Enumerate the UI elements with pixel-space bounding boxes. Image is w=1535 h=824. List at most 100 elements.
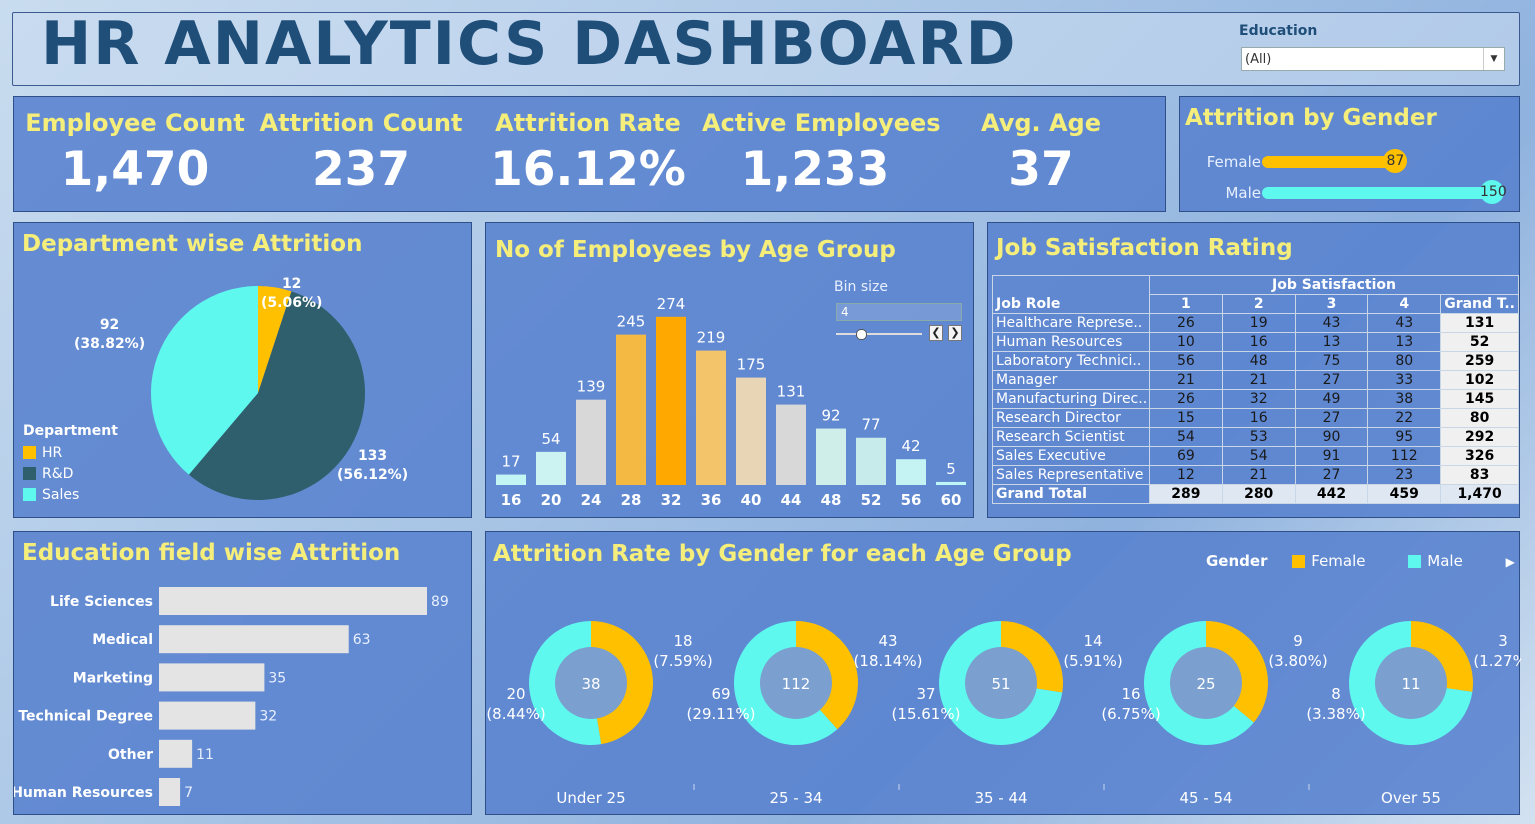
table-cell: 49 xyxy=(1294,389,1369,409)
education-category-label: Technical Degree xyxy=(18,709,153,725)
legend-item-rd[interactable]: R&D xyxy=(23,464,118,485)
chevron-down-icon[interactable]: ▼ xyxy=(1483,48,1504,70)
table-cell-total: 326 xyxy=(1440,446,1519,466)
kpi-label: Attrition Rate xyxy=(495,109,681,137)
legend-item-hr[interactable]: HR xyxy=(23,443,118,464)
table-row: Research Director 15 16 27 22 80 xyxy=(992,408,1519,428)
education-category-label: Medical xyxy=(92,632,153,648)
age-bar[interactable] xyxy=(656,316,686,485)
job-satisfaction-table: Job Satisfaction Job Role 1 2 3 4 Grand … xyxy=(992,275,1519,504)
gender-legend: Gender Female Male ▶ xyxy=(1206,552,1515,570)
gender-bar-female[interactable] xyxy=(1262,156,1396,168)
table-header: 3 xyxy=(1294,294,1369,314)
age-bar[interactable] xyxy=(736,377,766,485)
age-group-axis-label: Under 25 xyxy=(556,789,625,807)
gender-age-panel: Attrition Rate by Gender for each Age Gr… xyxy=(485,531,1521,815)
table-cell: 16 xyxy=(1221,408,1296,428)
bin-size-input[interactable]: 4 xyxy=(836,303,962,321)
table-cell: 43 xyxy=(1294,313,1369,333)
education-bar-value-label: 7 xyxy=(184,785,193,801)
education-bar[interactable] xyxy=(159,625,349,654)
education-bar[interactable] xyxy=(159,663,265,692)
table-cell: 26 xyxy=(1149,389,1223,409)
age-bar[interactable] xyxy=(936,481,966,485)
age-group-bar-chart: 1716542013924245282743221936175401314492… xyxy=(496,295,966,509)
age-tick-label: 32 xyxy=(661,491,682,509)
gender-row-female: Female 87 xyxy=(1180,149,1521,173)
kpi-label: Attrition Count xyxy=(259,109,463,137)
table-cell-total: 80 xyxy=(1440,408,1519,428)
education-filter-dropdown[interactable]: (All) ▼ xyxy=(1241,47,1505,71)
donut-male-count: 20 xyxy=(506,685,525,703)
table-header: 1 xyxy=(1149,294,1223,314)
legend-swatch xyxy=(23,467,36,480)
pie-label-pct: (38.82%) xyxy=(74,336,146,352)
table-cell: 459 xyxy=(1367,484,1442,504)
age-bar[interactable] xyxy=(536,451,566,485)
age-bar[interactable] xyxy=(856,437,886,485)
slider-track xyxy=(836,333,922,335)
gender-bar-male[interactable] xyxy=(1262,187,1492,199)
table-cell: 23 xyxy=(1367,465,1442,485)
legend-next-button[interactable]: ▶ xyxy=(1505,555,1515,569)
age-bar[interactable] xyxy=(896,459,926,485)
age-tick-label: 36 xyxy=(701,491,722,509)
age-bar[interactable] xyxy=(576,399,606,485)
dashboard-title: HR ANALYTICS DASHBOARD xyxy=(41,9,1018,79)
gender-value-male: 150 xyxy=(1480,180,1507,204)
donut-hole xyxy=(760,647,832,719)
age-bar-value-label: 274 xyxy=(657,295,686,313)
bin-next-button[interactable]: ❯ xyxy=(948,325,962,341)
education-bar[interactable] xyxy=(159,778,181,806)
gender-label: Male xyxy=(1225,184,1261,202)
panel-title: Job Satisfaction Rating xyxy=(996,235,1293,261)
donut-female-count: 3 xyxy=(1498,632,1508,650)
age-group-panel: No of Employees by Age Group 17 16 54 20 139… xyxy=(485,222,974,518)
table-cell: 90 xyxy=(1294,427,1369,447)
pie-label-count: 92 xyxy=(99,317,120,333)
education-bar[interactable] xyxy=(159,587,427,615)
legend-item-male[interactable]: Male xyxy=(1408,552,1463,570)
age-tick-label: 20 xyxy=(541,491,562,509)
age-tick-label: 48 xyxy=(821,491,842,509)
pie-slice-hr[interactable] xyxy=(258,286,292,393)
slider-thumb[interactable] xyxy=(856,329,867,340)
education-category-label: Other xyxy=(108,747,153,763)
legend-item-sales[interactable]: Sales xyxy=(23,485,118,506)
kpi-panel: Employee Count 1,470 Attrition Count 237… xyxy=(13,96,1166,212)
age-bar[interactable] xyxy=(496,474,526,485)
age-bar[interactable] xyxy=(776,404,806,485)
bin-size-slider[interactable] xyxy=(836,327,922,341)
age-tick-label: 28 xyxy=(621,491,642,509)
bin-prev-button[interactable]: ❮ xyxy=(929,325,943,341)
kpi-label: Avg. Age xyxy=(980,109,1102,137)
pie-slice-rd[interactable] xyxy=(188,291,366,500)
education-bar[interactable] xyxy=(159,739,193,768)
donut-male-pct: (8.44%) xyxy=(486,705,545,723)
kpi-label: Employee Count xyxy=(25,109,245,137)
table-cell-role: Human Resources xyxy=(992,332,1150,352)
table-cell: 56 xyxy=(1149,351,1223,371)
pie-slice-sales[interactable] xyxy=(151,286,258,475)
table-header-blank xyxy=(992,275,1150,295)
table-cell: 53 xyxy=(1221,427,1296,447)
donut-hole xyxy=(555,647,627,719)
table-cell: 21 xyxy=(1149,370,1223,390)
donut-male-count: 16 xyxy=(1121,685,1140,703)
table-cell-role: Research Scientist xyxy=(992,427,1150,447)
age-group-axis-label: 45 - 54 xyxy=(1179,789,1232,807)
table-row: Manager 21 21 27 33 102 xyxy=(992,370,1519,390)
pie-label-count: 133 xyxy=(357,448,388,464)
age-bar[interactable] xyxy=(696,350,726,485)
legend-label: R&D xyxy=(42,466,74,482)
education-bar[interactable] xyxy=(159,701,256,730)
table-cell: 19 xyxy=(1221,313,1296,333)
panel-title: Department wise Attrition xyxy=(22,231,363,257)
department-legend: Department HR R&D Sales xyxy=(23,423,118,506)
age-bar[interactable] xyxy=(816,428,846,485)
table-row: Human Resources 10 16 13 13 52 xyxy=(992,332,1519,352)
age-bar[interactable] xyxy=(616,334,646,485)
legend-item-female[interactable]: Female xyxy=(1292,552,1366,570)
table-cell: 22 xyxy=(1367,408,1442,428)
pie-label-pct: (5.06%) xyxy=(261,295,323,311)
